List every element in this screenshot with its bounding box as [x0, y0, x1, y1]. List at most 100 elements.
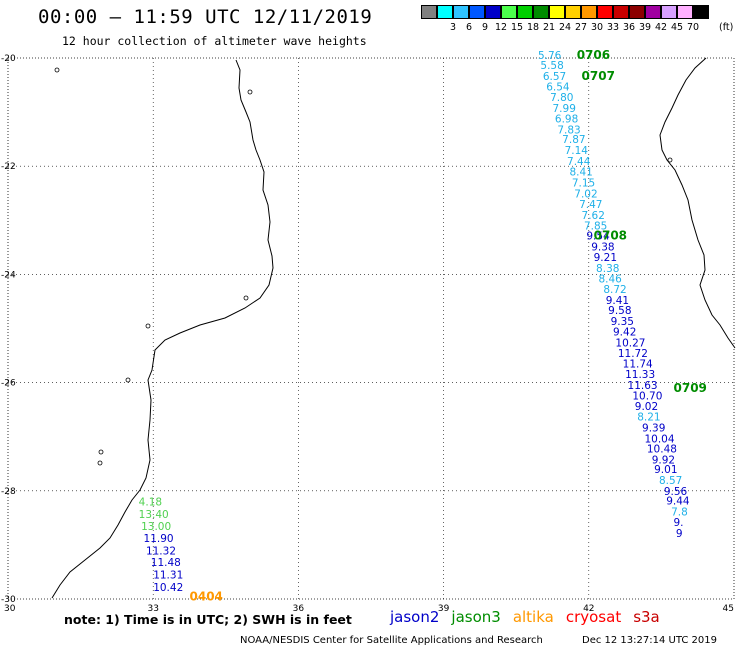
scale-swatch [661, 5, 677, 19]
y-tick-label: -24 [1, 270, 16, 280]
chart-title: 00:00 – 11:59 UTC 12/11/2019 [38, 6, 373, 28]
wave-height-label: 6.54 [546, 82, 570, 94]
y-tick-label: -30 [1, 595, 16, 605]
wave-height-label: 7.87 [562, 134, 585, 146]
island-outline [98, 449, 104, 455]
scale-label: 33 [606, 22, 620, 33]
legend-item-jason3: jason3 [451, 608, 501, 626]
wave-height-label: 11.63 [628, 380, 658, 392]
scale-swatch [437, 5, 453, 19]
scale-swatch [581, 5, 597, 19]
scale-label: 6 [465, 22, 473, 33]
wave-height-label: 6.57 [543, 71, 566, 83]
map-frame [7, 57, 735, 600]
wave-height-label: 8.38 [596, 263, 619, 275]
scale-swatch [677, 5, 693, 19]
pass-time-label: 0404 [190, 589, 223, 603]
wave-height-label: 10.27 [615, 338, 645, 350]
wave-height-label: 7.15 [572, 177, 595, 189]
wave-height-label: 9.92 [652, 454, 675, 466]
wave-height-label: 13.40 [139, 509, 169, 521]
scale-label: 24 [558, 22, 572, 33]
wave-height-label: 11.48 [151, 557, 181, 569]
island-outline [243, 295, 249, 301]
pass-time-label: 0707 [582, 69, 615, 83]
wave-height-label: 5.76 [538, 50, 562, 62]
scale-label: 18 [526, 22, 540, 33]
wave-height-label: 7.8 [671, 506, 688, 518]
wave-height-label: 9.21 [594, 252, 617, 264]
island-outline [247, 89, 253, 95]
scale-swatch [453, 5, 469, 19]
scale-swatch [485, 5, 501, 19]
x-tick-label: 42 [583, 604, 594, 614]
scale-label: 42 [654, 22, 668, 33]
wave-height-label: 7.47 [579, 199, 602, 211]
scale-label: 3 [449, 22, 457, 33]
wave-height-label: 13.00 [141, 521, 171, 533]
scale-label: 70 [686, 22, 700, 33]
x-tick-label: 45 [723, 604, 734, 614]
x-tick-label: 36 [293, 604, 305, 614]
wave-height-label: 10.42 [153, 582, 183, 594]
wave-height-label: 10.48 [647, 444, 677, 456]
wave-height-label: 8.72 [603, 284, 626, 296]
wave-height-label: 9.41 [606, 295, 629, 307]
wave-height-label: 7.14 [565, 145, 589, 157]
scale-swatch [597, 5, 613, 19]
wave-height-label: 7.85 [584, 221, 607, 233]
wave-height-label: 11.90 [144, 533, 174, 545]
scale-label: 30 [590, 22, 604, 33]
wave-height-label: 11.72 [618, 348, 648, 360]
wave-height-label: 9 [676, 528, 683, 540]
wave-height-label: 9.35 [611, 316, 634, 328]
wave-height-label: 7.62 [582, 210, 605, 222]
legend-item-altika: altika [512, 608, 554, 626]
scale-label: 15 [510, 22, 524, 33]
pass-time-label: 0709 [674, 381, 707, 395]
scale-label: 9 [481, 22, 489, 33]
wave-height-label: 8.41 [569, 167, 592, 179]
scale-swatch [693, 5, 709, 19]
wave-height-label: 9.54 [586, 230, 610, 242]
y-tick-label: -26 [1, 379, 16, 389]
scale-label: 12 [494, 22, 508, 33]
wave-height-label: 8.21 [637, 412, 660, 424]
scale-label: 36 [622, 22, 636, 33]
wave-height-label: 10.04 [644, 433, 674, 445]
wave-height-label: 5.58 [540, 60, 563, 72]
island-outline [145, 323, 151, 329]
wave-height-label: 9.58 [608, 305, 631, 317]
wave-height-label: 11.32 [146, 545, 176, 557]
y-tick-label: -28 [1, 487, 16, 497]
scale-swatch [549, 5, 565, 19]
y-tick-label: -22 [1, 162, 16, 172]
wave-height-label: 11.33 [625, 369, 655, 381]
scale-swatch [501, 5, 517, 19]
island-outline [125, 377, 131, 383]
scale-swatch [469, 5, 485, 19]
x-tick-label: 30 [4, 604, 16, 614]
legend-item-cryosat: cryosat [565, 608, 622, 626]
wave-height-label: 9.02 [635, 401, 658, 413]
scale-label: 39 [638, 22, 652, 33]
wave-height-label: 7.99 [553, 103, 576, 115]
island-outline [97, 460, 103, 466]
scale-label: 27 [574, 22, 588, 33]
wave-height-label: 4.18 [139, 497, 162, 509]
scale-label: 45 [670, 22, 684, 33]
credit-text: NOAA/NESDIS Center for Satellite Applica… [240, 635, 543, 646]
chart-subtitle: 12 hour collection of altimeter wave hei… [62, 34, 367, 48]
wave-height-label: 9.39 [642, 423, 665, 435]
scale-swatch [533, 5, 549, 19]
scale-swatch [629, 5, 645, 19]
scale-swatch [565, 5, 581, 19]
x-tick-label: 33 [147, 604, 158, 614]
wave-height-label: 9.44 [666, 496, 690, 508]
legend-item-s3a: s3a [633, 608, 660, 626]
wave-height-label: 9. [674, 517, 684, 529]
y-tick-label: -20 [1, 54, 16, 64]
scale-unit-label: (ft) [719, 22, 734, 33]
wave-height-label: 7.02 [574, 188, 597, 200]
